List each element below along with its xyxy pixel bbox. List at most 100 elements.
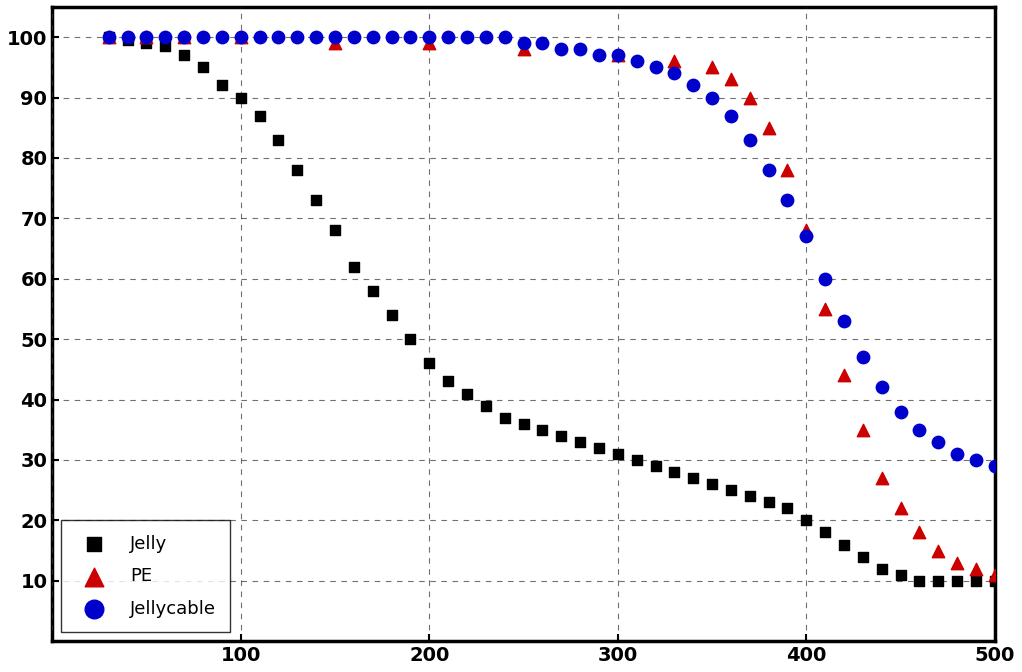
Jelly	[666, 466, 683, 477]
Jellycable	[195, 32, 212, 42]
Jelly	[365, 286, 381, 296]
Jelly	[383, 310, 400, 321]
Jelly	[327, 225, 343, 236]
Jellycable	[572, 44, 589, 54]
Jellycable	[986, 460, 1003, 471]
Jelly	[874, 563, 890, 574]
Jelly	[572, 437, 589, 448]
Jelly	[854, 551, 871, 562]
Jelly	[760, 497, 777, 507]
Jellycable	[383, 32, 400, 42]
Jelly	[176, 50, 192, 60]
Jelly	[685, 472, 701, 483]
Jelly	[930, 575, 946, 586]
Jellycable	[289, 32, 306, 42]
Jellycable	[327, 32, 343, 42]
Jellycable	[854, 352, 871, 363]
Jelly	[704, 478, 721, 489]
PE	[742, 92, 758, 103]
Jellycable	[120, 32, 136, 42]
Jellycable	[553, 44, 569, 54]
PE	[704, 62, 721, 73]
Jellycable	[836, 316, 852, 327]
Jelly	[912, 575, 928, 586]
Jelly	[289, 165, 306, 175]
Jellycable	[742, 134, 758, 145]
Jelly	[120, 35, 136, 46]
Jellycable	[403, 32, 419, 42]
Jelly	[308, 195, 324, 206]
PE	[798, 225, 815, 236]
Jelly	[892, 569, 909, 580]
Jelly	[780, 503, 796, 513]
Jelly	[742, 491, 758, 501]
Jellycable	[270, 32, 286, 42]
Jellycable	[780, 195, 796, 206]
PE	[854, 425, 871, 435]
Jellycable	[949, 449, 966, 460]
Jellycable	[251, 32, 268, 42]
PE	[100, 32, 117, 42]
Jelly	[459, 388, 475, 399]
Jelly	[251, 110, 268, 121]
Jellycable	[591, 50, 607, 60]
Jelly	[403, 334, 419, 345]
PE	[327, 38, 343, 48]
Jellycable	[629, 56, 645, 67]
PE	[723, 74, 739, 85]
Jelly	[214, 80, 230, 91]
Jellycable	[760, 165, 777, 175]
Jellycable	[421, 32, 437, 42]
PE	[515, 44, 531, 54]
Legend: Jelly, PE, Jellycable: Jelly, PE, Jellycable	[61, 520, 230, 632]
Jellycable	[214, 32, 230, 42]
Jelly	[968, 575, 984, 586]
Jellycable	[968, 454, 984, 465]
Jelly	[553, 431, 569, 442]
PE	[986, 569, 1003, 580]
Jelly	[138, 38, 154, 48]
Jelly	[515, 419, 531, 429]
Jellycable	[609, 50, 625, 60]
Jelly	[647, 460, 663, 471]
PE	[666, 56, 683, 67]
Jellycable	[308, 32, 324, 42]
PE	[949, 557, 966, 568]
Jellycable	[874, 382, 890, 393]
Jellycable	[439, 32, 456, 42]
Jellycable	[365, 32, 381, 42]
Jellycable	[176, 32, 192, 42]
PE	[930, 545, 946, 556]
Jellycable	[647, 62, 663, 73]
Jellycable	[685, 80, 701, 91]
PE	[421, 38, 437, 48]
Jelly	[439, 376, 456, 387]
Jelly	[195, 62, 212, 73]
Jelly	[157, 41, 174, 52]
PE	[780, 165, 796, 175]
Jellycable	[157, 32, 174, 42]
Jelly	[723, 485, 739, 495]
Jelly	[100, 32, 117, 42]
PE	[892, 503, 909, 513]
Jelly	[270, 134, 286, 145]
Jelly	[798, 515, 815, 526]
Jelly	[986, 575, 1003, 586]
Jelly	[233, 92, 249, 103]
PE	[912, 527, 928, 538]
PE	[760, 122, 777, 133]
Jellycable	[535, 38, 551, 48]
Jellycable	[497, 32, 513, 42]
PE	[874, 472, 890, 483]
Jellycable	[138, 32, 154, 42]
Jelly	[949, 575, 966, 586]
Jelly	[629, 454, 645, 465]
Jelly	[591, 443, 607, 454]
Jellycable	[233, 32, 249, 42]
Jellycable	[723, 110, 739, 121]
Jelly	[497, 413, 513, 423]
PE	[176, 32, 192, 42]
Jellycable	[666, 68, 683, 79]
Jellycable	[100, 32, 117, 42]
Jellycable	[459, 32, 475, 42]
